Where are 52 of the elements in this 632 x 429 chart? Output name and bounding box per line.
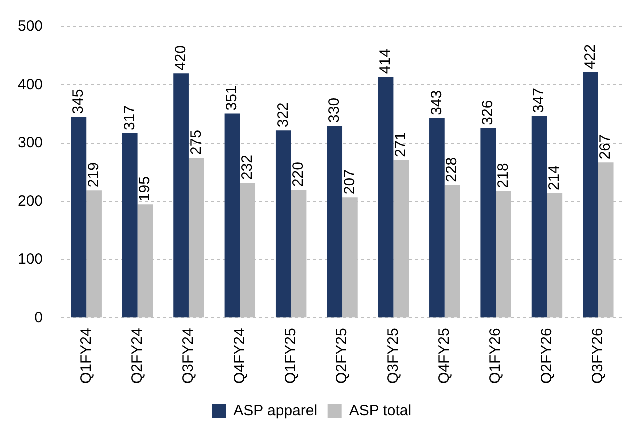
data-label: 228 (444, 157, 461, 182)
bar (276, 130, 292, 318)
data-label: 345 (70, 89, 88, 114)
data-label: 322 (274, 102, 292, 128)
y-tick-label: 0 (34, 309, 44, 326)
y-tick-label: 500 (18, 18, 44, 36)
x-tick-label: Q3FY25 (384, 328, 402, 384)
data-label: 219 (85, 162, 102, 188)
x-tick-label: Q4FY25 (436, 328, 454, 384)
x-tick-label: Q2FY24 (128, 328, 146, 384)
x-tick-label: Q3FY24 (180, 328, 198, 384)
data-label: 317 (121, 106, 138, 131)
data-label: 195 (136, 176, 154, 202)
bar (122, 134, 138, 318)
bar (532, 116, 548, 318)
y-tick-label: 200 (18, 192, 44, 210)
data-label: 207 (341, 170, 358, 195)
data-label: 330 (326, 98, 343, 123)
y-tick-label: 100 (18, 251, 44, 268)
x-tick-label: Q1FY24 (78, 328, 95, 384)
data-label: 414 (377, 49, 394, 74)
bar (430, 118, 445, 318)
bar (71, 117, 87, 318)
data-label: 351 (224, 86, 241, 111)
legend-label: ASP apparel (234, 402, 318, 420)
data-label: 220 (290, 162, 308, 188)
x-tick-label: Q1FY26 (487, 328, 504, 384)
x-tick-label: Q4FY24 (231, 328, 248, 384)
data-label: 326 (480, 100, 497, 126)
data-label: 343 (428, 90, 446, 116)
data-label: 267 (597, 134, 614, 160)
x-tick-label: Q1FY25 (282, 328, 300, 384)
data-label: 347 (530, 88, 548, 114)
bar (583, 72, 598, 318)
bar (174, 74, 189, 318)
legend-label: ASP total (349, 402, 412, 420)
data-label: 422 (582, 44, 599, 70)
bar (327, 126, 343, 318)
data-label: 271 (392, 132, 410, 158)
data-label: 214 (546, 166, 564, 191)
bar (224, 114, 240, 318)
data-label: 420 (172, 46, 190, 71)
x-tick-label: Q2FY26 (538, 328, 556, 384)
data-label: 275 (188, 130, 205, 156)
bar (378, 77, 394, 318)
y-tick-label: 400 (18, 76, 44, 94)
bar (480, 128, 496, 318)
y-tick-label: 300 (18, 134, 44, 152)
data-label: 232 (238, 155, 256, 180)
x-tick-label: Q2FY25 (334, 328, 351, 384)
x-tick-label: Q3FY26 (590, 328, 607, 384)
data-label: 218 (494, 163, 512, 188)
